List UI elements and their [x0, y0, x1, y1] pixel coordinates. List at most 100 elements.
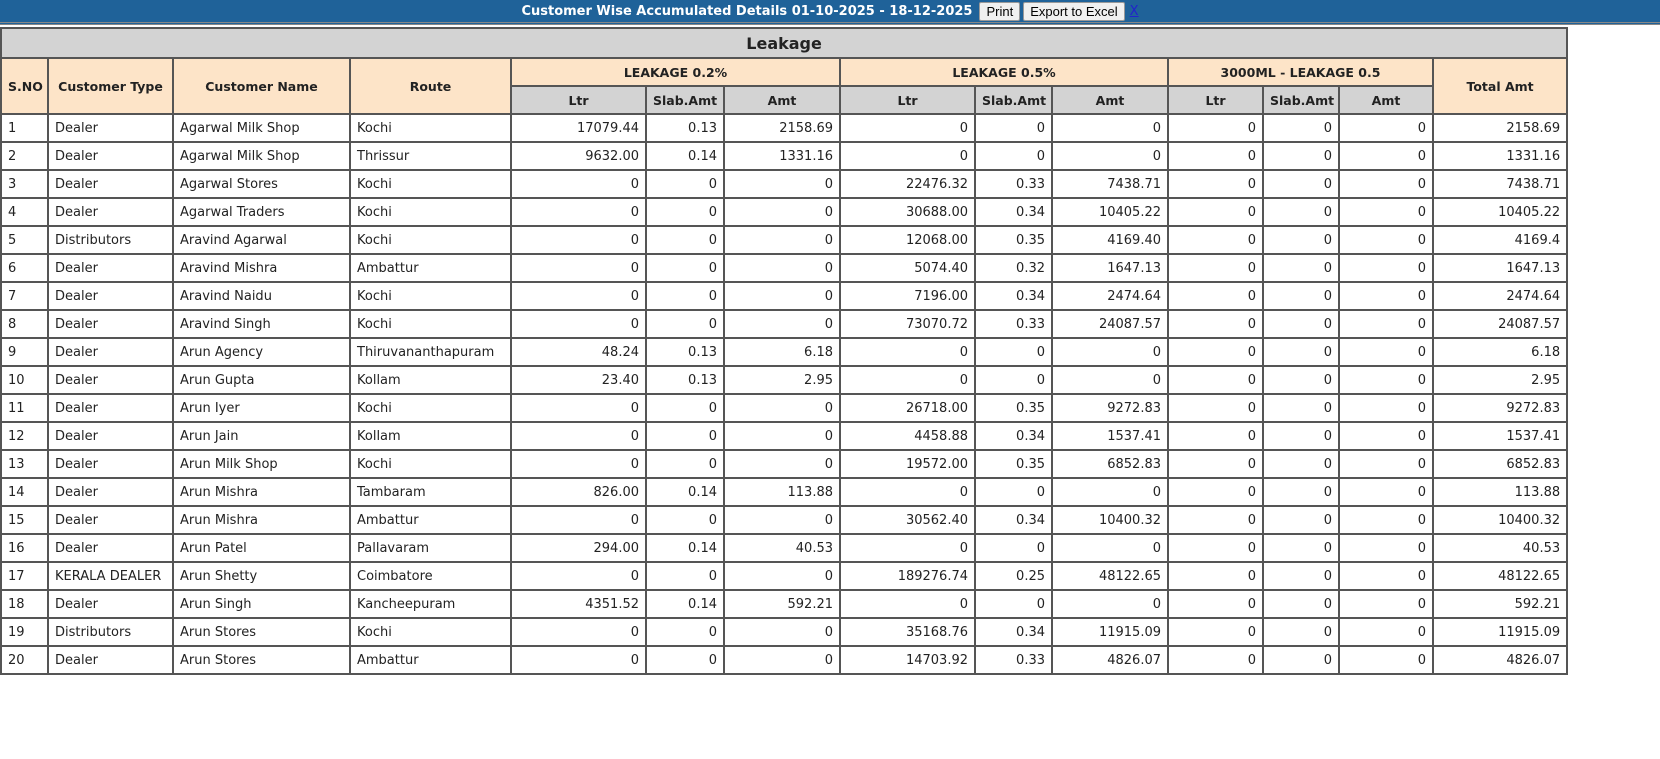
cell-customer-type: Dealer — [47, 253, 174, 283]
cell-sno: 2 — [0, 141, 49, 171]
cell-l3000-slab: 0 — [1262, 169, 1340, 199]
cell-l3000-slab: 0 — [1262, 365, 1340, 395]
close-link[interactable]: X — [1129, 3, 1139, 19]
col-sno: S.NO — [0, 57, 49, 115]
cell-l02-amt: 2.95 — [723, 365, 841, 395]
cell-l02-amt: 0 — [723, 505, 841, 535]
cell-customer-name: Aravind Naidu — [172, 281, 351, 311]
table-row: 1 Dealer Agarwal Milk Shop Kochi 17079.44 0.1… — [0, 113, 1569, 143]
cell-l3000-slab: 0 — [1262, 477, 1340, 507]
print-button[interactable]: Print — [979, 1, 1021, 21]
group-3000ml-leakage: 3000ML - LEAKAGE 0.5 — [1167, 57, 1434, 87]
table-row: 12 Dealer Arun Jain Kollam 0 0 0 4458.88 0.34 153… — [0, 421, 1569, 451]
leakage-table: Leakage S.NO Customer Type Customer Name… — [0, 27, 1569, 675]
cell-route: Kochi — [349, 393, 512, 423]
cell-l05-amt: 0 — [1051, 589, 1169, 619]
cell-customer-type: Dealer — [47, 365, 174, 395]
cell-l05-ltr: 12068.00 — [839, 225, 976, 255]
cell-total-amt: 2158.69 — [1431, 113, 1569, 143]
table-row: 9 Dealer Arun Agency Thiruvananthapuram 48.2… — [0, 337, 1569, 367]
cell-l05-amt: 10400.32 — [1051, 505, 1169, 535]
col-route: Route — [349, 57, 512, 115]
cell-customer-type: Dealer — [47, 113, 174, 143]
cell-l05-amt: 10405.22 — [1051, 197, 1169, 227]
cell-l05-amt: 48122.65 — [1051, 561, 1169, 591]
cell-l05-slab: 0.34 — [974, 617, 1053, 647]
cell-customer-name: Arun Shetty — [172, 561, 351, 591]
cell-l02-slab: 0.13 — [645, 113, 725, 143]
cell-l3000-amt: 0 — [1338, 505, 1434, 535]
cell-total-amt: 1331.16 — [1431, 141, 1569, 171]
cell-customer-type: Distributors — [47, 225, 174, 255]
cell-l02-amt: 0 — [723, 225, 841, 255]
cell-total-amt: 11915.09 — [1431, 617, 1569, 647]
cell-l05-amt: 4169.40 — [1051, 225, 1169, 255]
cell-l3000-ltr: 0 — [1167, 533, 1264, 563]
cell-l05-amt: 0 — [1051, 477, 1169, 507]
cell-l02-slab: 0.13 — [645, 365, 725, 395]
table-row: 17 KERALA DEALER Arun Shetty Coimbatore 0 0 0 1… — [0, 561, 1569, 591]
cell-sno: 13 — [0, 449, 49, 479]
cell-l02-amt: 0 — [723, 169, 841, 199]
cell-l3000-ltr: 0 — [1167, 561, 1264, 591]
table-row: 18 Dealer Arun Singh Kancheepuram 4351.52 0.1… — [0, 589, 1569, 619]
cell-l3000-slab: 0 — [1262, 113, 1340, 143]
cell-l05-slab: 0.35 — [974, 393, 1053, 423]
cell-l3000-amt: 0 — [1338, 421, 1434, 451]
cell-l3000-amt: 0 — [1338, 533, 1434, 563]
cell-l3000-ltr: 0 — [1167, 141, 1264, 171]
cell-l02-ltr: 23.40 — [510, 365, 647, 395]
cell-customer-type: KERALA DEALER — [47, 561, 174, 591]
cell-l02-amt: 113.88 — [723, 477, 841, 507]
cell-l3000-ltr: 0 — [1167, 281, 1264, 311]
cell-route: Thrissur — [349, 141, 512, 171]
cell-l3000-ltr: 0 — [1167, 505, 1264, 535]
cell-l05-slab: 0.34 — [974, 505, 1053, 535]
cell-l02-slab: 0 — [645, 617, 725, 647]
cell-l05-slab: 0.25 — [974, 561, 1053, 591]
col-customer-name: Customer Name — [172, 57, 351, 115]
cell-l02-ltr: 0 — [510, 393, 647, 423]
cell-l3000-amt: 0 — [1338, 309, 1434, 339]
table-row: 6 Dealer Aravind Mishra Ambattur 0 0 0 5074.40 0… — [0, 253, 1569, 283]
cell-total-amt: 592.21 — [1431, 589, 1569, 619]
cell-customer-type: Dealer — [47, 393, 174, 423]
cell-customer-name: Agarwal Stores — [172, 169, 351, 199]
export-excel-button[interactable]: Export to Excel — [1023, 1, 1125, 21]
cell-l05-ltr: 0 — [839, 589, 976, 619]
table-caption: Leakage — [0, 27, 1569, 59]
cell-l05-slab: 0 — [974, 533, 1053, 563]
cell-l02-slab: 0.14 — [645, 589, 725, 619]
cell-customer-name: Arun Singh — [172, 589, 351, 619]
cell-sno: 6 — [0, 253, 49, 283]
cell-customer-type: Dealer — [47, 421, 174, 451]
cell-customer-name: Arun Patel — [172, 533, 351, 563]
cell-l05-ltr: 30688.00 — [839, 197, 976, 227]
cell-l02-slab: 0.14 — [645, 141, 725, 171]
cell-customer-name: Aravind Singh — [172, 309, 351, 339]
cell-total-amt: 24087.57 — [1431, 309, 1569, 339]
cell-customer-name: Arun Stores — [172, 645, 351, 675]
cell-l3000-amt: 0 — [1338, 617, 1434, 647]
table-row: 16 Dealer Arun Patel Pallavaram 294.00 0.14 40… — [0, 533, 1569, 563]
cell-route: Coimbatore — [349, 561, 512, 591]
cell-l3000-ltr: 0 — [1167, 365, 1264, 395]
cell-l02-slab: 0 — [645, 169, 725, 199]
cell-customer-type: Dealer — [47, 169, 174, 199]
cell-sno: 18 — [0, 589, 49, 619]
table-body: 1 Dealer Agarwal Milk Shop Kochi 17079.44 0.1… — [0, 113, 1569, 675]
cell-sno: 14 — [0, 477, 49, 507]
cell-l05-ltr: 0 — [839, 533, 976, 563]
cell-l02-amt: 2158.69 — [723, 113, 841, 143]
col-ltr: Ltr — [510, 85, 647, 115]
cell-route: Kollam — [349, 421, 512, 451]
cell-l05-amt: 24087.57 — [1051, 309, 1169, 339]
cell-l3000-amt: 0 — [1338, 645, 1434, 675]
cell-l02-ltr: 0 — [510, 253, 647, 283]
cell-l3000-slab: 0 — [1262, 617, 1340, 647]
cell-route: Ambattur — [349, 645, 512, 675]
cell-l02-ltr: 0 — [510, 281, 647, 311]
col-ltr: Ltr — [1167, 85, 1264, 115]
cell-route: Kochi — [349, 281, 512, 311]
cell-l02-slab: 0 — [645, 309, 725, 339]
